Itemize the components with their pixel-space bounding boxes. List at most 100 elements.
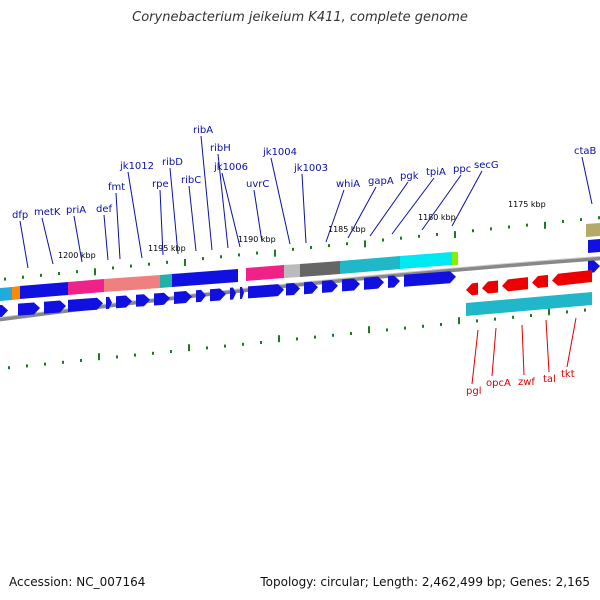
scale-tick: [62, 360, 64, 364]
gene-arrow: [404, 271, 456, 287]
gene-label-dfp: dfp: [12, 210, 28, 221]
feature-segment: [12, 286, 20, 300]
leader-line: [369, 181, 409, 237]
gene-arrow: [44, 300, 66, 314]
scale-tick: [476, 319, 478, 323]
scale-label-1190: 1190 kbp: [238, 235, 276, 244]
gene-label-tal: tal: [543, 374, 556, 385]
gene-arrow: [482, 280, 498, 294]
leader-line: [127, 171, 143, 259]
scale-tick: [346, 242, 348, 246]
gene-label-uvrc: uvrC: [246, 179, 269, 190]
scale-tick: [454, 231, 456, 239]
feature-segment: [172, 269, 238, 287]
scale-tick: [440, 323, 442, 326]
leader-line: [19, 220, 29, 269]
gene-label-opca: opcA: [486, 378, 511, 389]
leader-line: [581, 156, 593, 205]
gene-label-zwf: zwf: [518, 377, 535, 388]
scale-tick: [188, 344, 190, 352]
reverse-gene-arrows: [466, 270, 592, 296]
leader-line: [115, 192, 121, 260]
feature-segment: [466, 292, 592, 316]
gene-label-jk1004: jk1004: [262, 147, 297, 158]
leader-line: [451, 170, 483, 227]
leader-line: [103, 214, 109, 261]
leader-line: [471, 329, 479, 385]
gene-arrow: [286, 282, 300, 296]
scale-tick: [364, 240, 366, 248]
gene-label-secg: secG: [474, 160, 499, 171]
scale-tick: [544, 221, 546, 229]
gene-label-pria: priA: [66, 205, 86, 216]
scale-label-1200: 1200 kbp: [58, 251, 96, 260]
feature-segment: [300, 261, 340, 277]
leader-line: [521, 324, 525, 376]
scale-tick: [310, 245, 312, 249]
gene-arrow: [106, 296, 112, 310]
topology-summary: Topology: circular; Length: 2,462,499 bp…: [260, 575, 590, 589]
scale-tick: [202, 257, 204, 261]
scale-tick: [530, 314, 532, 317]
scale-tick: [404, 326, 406, 330]
leader-line: [200, 135, 213, 251]
scale-tick: [94, 268, 96, 276]
leader-line: [221, 172, 241, 248]
scale-tick: [40, 273, 42, 277]
scale-tick: [296, 337, 298, 341]
scale-tick: [8, 366, 10, 370]
scale-tick: [512, 315, 514, 319]
gene-arrow: [196, 289, 206, 303]
gene-arrow: [248, 284, 284, 299]
scale-tick: [422, 324, 424, 328]
scale-tick: [166, 260, 168, 264]
gene-arrow: [588, 260, 600, 273]
gene-arrow: [342, 278, 360, 292]
scale-tick: [112, 266, 114, 270]
leader-line: [159, 189, 164, 256]
scale-label-1180: 1180 kbp: [418, 213, 456, 222]
feature-segment: [452, 252, 458, 265]
gene-arrow: [388, 275, 400, 288]
leader-line: [301, 173, 307, 244]
leader-line: [253, 189, 263, 243]
scale-tick: [44, 362, 46, 366]
reverse-feature-bar: [466, 292, 592, 316]
leader-line: [41, 217, 54, 265]
leader-line: [270, 157, 291, 245]
gene-label-ppc: ppc: [453, 164, 471, 175]
scale-label-1175: 1175 kbp: [508, 200, 546, 209]
gene-label-jk1003: jk1003: [293, 163, 328, 174]
scale-tick: [170, 350, 172, 353]
gene-arrow: [466, 282, 478, 296]
scale-tick: [472, 229, 474, 233]
feature-segment: [340, 256, 400, 274]
gene-label-rpe: rpe: [152, 179, 169, 190]
gene-arrow: [322, 280, 338, 293]
feature-segment: [400, 252, 452, 269]
scale-tick: [274, 249, 276, 257]
scale-tick: [58, 272, 60, 276]
leader-line: [325, 189, 345, 243]
feature-segment: [68, 279, 104, 295]
scale-tick: [26, 364, 28, 368]
scale-tick: [566, 310, 568, 314]
gene-arrow: [364, 276, 384, 290]
scale-tick: [292, 247, 294, 251]
gene-label-whia: whiA: [336, 179, 360, 190]
leader-line: [391, 177, 435, 235]
feature-segment: [284, 264, 300, 278]
scale-tick: [328, 244, 330, 248]
feature-segment: [246, 265, 284, 281]
scale-tick: [242, 342, 244, 346]
scale-tick: [458, 317, 460, 325]
gene-label-tkt: tkt: [561, 369, 575, 380]
gene-arrow: [116, 295, 132, 309]
gene-arrow: [304, 281, 318, 295]
scale-tick: [4, 277, 6, 281]
gene-label-ribd: ribD: [162, 157, 183, 168]
forward-feature-bar: [0, 223, 600, 301]
scale-tick: [386, 328, 388, 332]
scale-tick: [184, 258, 186, 266]
